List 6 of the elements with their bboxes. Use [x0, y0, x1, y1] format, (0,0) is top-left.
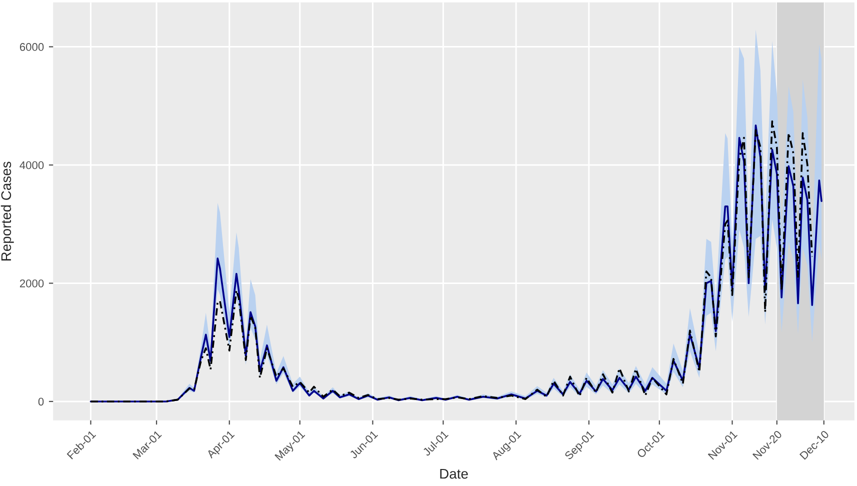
y-axis-title: Reported Cases	[0, 162, 14, 260]
y-tick-label: 4000	[20, 161, 44, 170]
y-tick-label: 2000	[20, 280, 44, 288]
y-tick-label: 0	[38, 398, 44, 406]
y-tick-label: 6000	[20, 43, 44, 51]
x-axis-title: Date	[440, 469, 468, 479]
